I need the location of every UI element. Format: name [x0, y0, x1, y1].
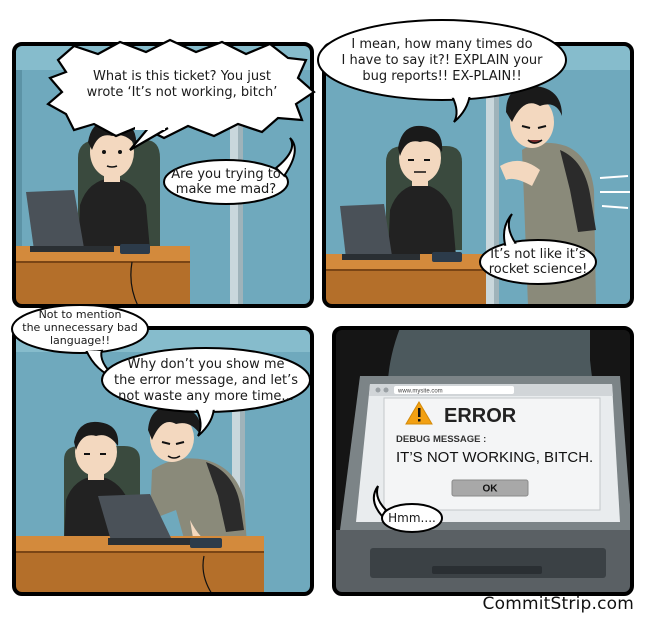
- panel-3: [12, 326, 314, 596]
- phone-icon: [432, 252, 462, 262]
- laptop-icon: [340, 204, 392, 258]
- speech-line: Are you trying to: [171, 167, 281, 182]
- speech-line: I mean, how many times do: [351, 37, 532, 52]
- credit-logo: CommitStrip.com: [482, 594, 634, 614]
- debug-label: DEBUG MESSAGE :: [396, 434, 486, 445]
- speech-bubble: It’s not like it’s rocket science!: [479, 213, 597, 285]
- debug-message: IT’S NOT WORKING, BITCH.: [396, 449, 593, 466]
- laptop-icon: [98, 494, 172, 544]
- speech-line: the unnecessary bad: [22, 321, 137, 334]
- ok-button[interactable]: [451, 479, 529, 497]
- speech-line: Not to mention: [39, 308, 122, 321]
- phone-icon: [190, 538, 222, 548]
- speech-line: What is this ticket? You just: [93, 69, 271, 84]
- address-bar-text: www.mysite.com: [397, 389, 443, 395]
- speech-line: It’s not like it’s: [490, 247, 586, 262]
- developer-character: [78, 178, 150, 250]
- svg-text:I mean, how many times doI hav: I mean, how many times do I have to say i…: [341, 37, 543, 84]
- speech-bubble: Why don’t you show me the error message, …: [101, 347, 311, 437]
- laptop-keyboard: [370, 548, 606, 578]
- speech-line: make me mad?: [176, 182, 276, 197]
- speech-bubble: Hmm....: [372, 485, 443, 533]
- speech-bubble: I mean, how many times do I have to say i…: [317, 19, 567, 123]
- developer-character: [388, 184, 456, 256]
- error-title: ERROR: [444, 405, 517, 427]
- speech-line: the error message, and let’s: [114, 373, 298, 388]
- speech-line: language!!: [50, 334, 110, 347]
- speech-line: not waste any more time...: [118, 389, 294, 404]
- speech-line: I have to say it?! EXPLAIN your: [341, 53, 543, 68]
- address-bar[interactable]: [394, 386, 514, 394]
- speech-line: wrote ‘It’s not working, bitch’: [87, 85, 278, 100]
- speech-line: Hmm....: [388, 511, 436, 525]
- speech-line: bug reports!! EX-PLAIN!!: [362, 69, 521, 84]
- panel-4: www.mysite.com ERROR DEBUG MESSAGE : IT’…: [332, 326, 634, 596]
- laptop-icon: [26, 190, 84, 250]
- phone-icon: [120, 244, 150, 254]
- speech-bubble-shout: What is this ticket? You just wrote ‘It’s…: [46, 38, 316, 151]
- speech-line: Why don’t you show me: [127, 357, 284, 372]
- ok-button-label: OK: [483, 484, 499, 495]
- speech-line: rocket science!: [489, 262, 588, 277]
- speech-bubble: Are you trying to make me mad?: [163, 137, 296, 205]
